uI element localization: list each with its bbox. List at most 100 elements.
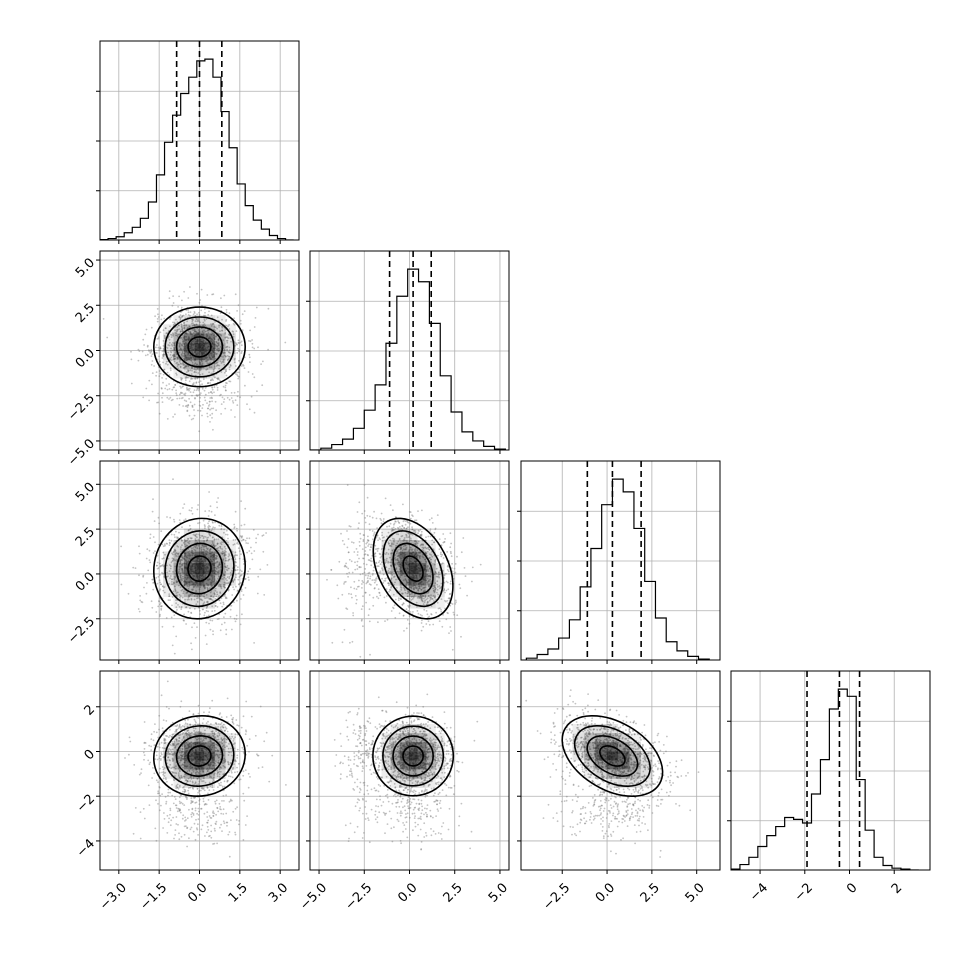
scatter-point	[230, 392, 233, 394]
scatter-point	[204, 597, 207, 600]
scatter-point	[201, 608, 204, 611]
scatter-point	[192, 796, 195, 799]
density-cell	[426, 597, 436, 609]
scatter-point	[230, 319, 233, 322]
scatter-point	[383, 580, 385, 582]
scatter-point	[395, 562, 397, 564]
scatter-point	[417, 612, 420, 615]
scatter-point	[176, 329, 179, 332]
scatter-point	[428, 579, 430, 582]
scatter-point	[222, 360, 225, 362]
scatter-point	[226, 345, 229, 348]
scatter-point	[180, 336, 183, 339]
scatter-point	[249, 340, 252, 343]
scatter-point	[189, 401, 192, 404]
scatter-point	[345, 607, 348, 610]
scatter-point	[239, 623, 242, 626]
scatter-point	[204, 360, 207, 363]
scatter-point	[222, 726, 225, 729]
scatter-point	[223, 574, 225, 576]
scatter-point	[353, 587, 356, 590]
scatter-point	[426, 581, 429, 584]
scatter-point	[443, 541, 446, 543]
scatter-point	[343, 565, 346, 568]
scatter-point	[399, 597, 402, 600]
scatter-point	[376, 527, 378, 529]
scatter-point	[431, 539, 434, 542]
scatter-point	[166, 516, 168, 518]
scatter-point	[175, 394, 178, 397]
scatter-point	[145, 592, 148, 595]
scatter-point	[211, 388, 214, 391]
scatter-point	[187, 588, 190, 590]
scatter-point	[400, 589, 403, 591]
scatter-point	[221, 329, 224, 332]
scatter-point	[210, 595, 213, 597]
scatter-point	[211, 528, 214, 530]
scatter-point	[196, 387, 199, 390]
scatter-point	[153, 365, 156, 367]
scatter-point	[215, 409, 218, 412]
scatter-point	[369, 577, 371, 580]
density-cell	[399, 528, 409, 540]
scatter-point	[225, 311, 228, 314]
scatter-point	[157, 337, 160, 340]
scatter-point	[171, 388, 174, 391]
scatter-point	[218, 775, 221, 778]
scatter-point	[216, 593, 219, 596]
scatter-point	[414, 531, 417, 534]
scatter-point	[207, 527, 210, 530]
scatter-point	[129, 740, 132, 743]
scatter-point	[224, 566, 227, 568]
scatter-point	[394, 559, 397, 561]
scatter-point	[209, 534, 212, 537]
scatter-point	[337, 597, 340, 600]
scatter-point	[179, 316, 182, 319]
scatter-point	[424, 551, 427, 554]
scatter-point	[188, 542, 191, 545]
scatter-point	[180, 558, 182, 561]
scatter-point	[196, 363, 198, 366]
scatter-point	[223, 576, 226, 579]
scatter-point	[215, 738, 218, 741]
scatter-point	[177, 324, 180, 327]
scatter-point	[207, 331, 210, 334]
scatter-point	[368, 543, 370, 546]
scatter-point	[445, 572, 447, 575]
scatter-point	[224, 566, 227, 569]
scatter-point	[201, 780, 204, 783]
scatter-point	[226, 576, 229, 578]
scatter-point	[363, 571, 366, 574]
scatter-point	[248, 550, 251, 552]
scatter-point	[171, 553, 174, 556]
scatter-point	[219, 324, 221, 327]
scatter-point	[197, 329, 200, 331]
scatter-point	[218, 333, 221, 336]
scatter-point	[257, 767, 260, 769]
scatter-point	[234, 831, 237, 834]
scatter-point	[215, 743, 217, 746]
scatter-point	[453, 567, 456, 570]
scatter-point	[226, 355, 229, 357]
scatter-point	[214, 362, 217, 365]
scatter-point	[236, 542, 238, 545]
scatter-point	[408, 585, 411, 588]
scatter-point	[407, 521, 410, 524]
scatter-point	[418, 585, 421, 588]
scatter-point	[385, 601, 387, 604]
scatter-point	[154, 315, 157, 318]
scatter-point	[159, 581, 162, 584]
scatter-point	[420, 597, 423, 599]
scatter-point	[232, 743, 235, 746]
scatter-point	[434, 588, 437, 591]
scatter-point	[422, 600, 424, 603]
scatter-point	[260, 363, 262, 365]
contour-line	[392, 542, 434, 595]
scatter-point	[446, 611, 449, 614]
scatter-point	[424, 546, 427, 549]
scatter-point	[454, 599, 457, 602]
scatter-point	[169, 567, 172, 570]
scatter-point	[223, 552, 226, 554]
scatter-point	[358, 566, 361, 568]
scatter-point	[192, 363, 194, 366]
